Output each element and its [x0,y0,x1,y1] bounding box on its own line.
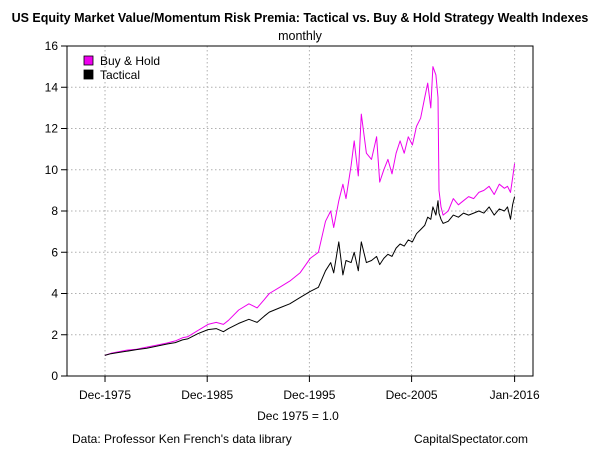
y-tick-label: 10 [45,163,59,177]
chart-title: US Equity Market Value/Momentum Risk Pre… [12,11,589,25]
legend: Buy & Hold Tactical [83,54,160,82]
y-tick-label: 8 [51,204,58,218]
x-tick-label: Dec-1985 [181,388,233,402]
x-axis-label: Dec 1975 = 1.0 [257,409,339,423]
series-lines [104,66,516,356]
x-tick-label: Dec-2005 [386,388,438,402]
y-tick-label: 6 [51,245,58,259]
series-line-tactical [104,196,516,356]
y-tick-label: 16 [45,39,59,53]
data-source-note: Data: Professor Ken French's data librar… [72,432,292,446]
y-tick-label: 0 [51,369,58,383]
site-credit: CapitalSpectator.com [414,432,528,446]
y-tick-label: 14 [45,80,59,94]
axes: 0 2 4 6 8 10 12 14 16 Dec-1975 Dec-1985 Dec-1995 Dec… [45,39,540,402]
series-line-buy-hold [104,66,516,356]
y-tick-label: 2 [51,328,58,342]
legend-label-buy-hold: Buy & Hold [100,54,160,68]
y-tick-label: 4 [51,287,58,301]
chart-subtitle: monthly [278,29,323,43]
grid-lines [67,45,533,377]
x-tick-label: Jan-2016 [490,388,540,402]
legend-swatch-buy-hold [83,55,94,66]
y-tick-label: 12 [45,122,59,136]
x-tick-label: Dec-1995 [283,388,335,402]
legend-swatch-tactical [83,69,94,80]
x-tick-label: Dec-1975 [79,388,131,402]
legend-label-tactical: Tactical [100,68,140,82]
